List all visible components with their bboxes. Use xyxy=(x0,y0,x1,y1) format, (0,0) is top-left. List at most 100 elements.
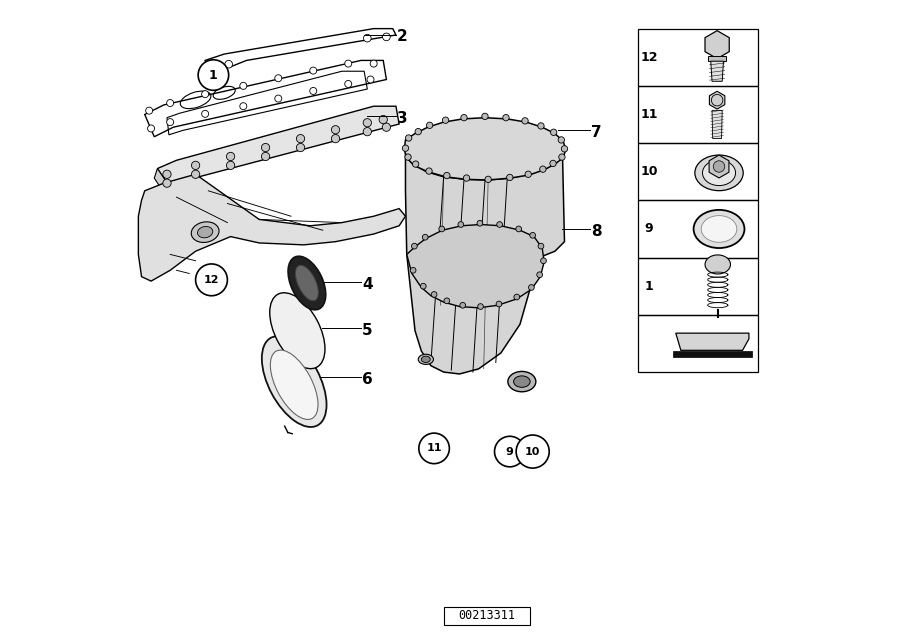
Circle shape xyxy=(411,243,418,249)
Circle shape xyxy=(431,291,437,297)
Circle shape xyxy=(525,171,531,177)
Polygon shape xyxy=(705,31,729,59)
Text: 12: 12 xyxy=(203,275,220,285)
Text: 7: 7 xyxy=(591,125,602,141)
Text: 00213311: 00213311 xyxy=(458,609,515,622)
Ellipse shape xyxy=(270,350,318,420)
Circle shape xyxy=(522,118,528,124)
Circle shape xyxy=(464,175,470,181)
Circle shape xyxy=(482,113,488,120)
Circle shape xyxy=(477,220,482,226)
Circle shape xyxy=(507,174,513,181)
Circle shape xyxy=(439,226,445,232)
Circle shape xyxy=(198,60,229,90)
Polygon shape xyxy=(711,61,724,81)
Circle shape xyxy=(538,243,544,249)
Circle shape xyxy=(461,114,467,121)
Ellipse shape xyxy=(694,210,744,248)
Ellipse shape xyxy=(514,376,530,387)
Circle shape xyxy=(382,33,391,41)
Circle shape xyxy=(494,436,525,467)
Circle shape xyxy=(261,152,270,161)
Circle shape xyxy=(364,118,372,127)
Circle shape xyxy=(516,226,521,232)
Ellipse shape xyxy=(714,161,724,172)
Circle shape xyxy=(478,303,483,309)
Circle shape xyxy=(192,161,200,170)
Circle shape xyxy=(538,123,544,129)
Circle shape xyxy=(496,301,502,307)
Circle shape xyxy=(166,118,174,125)
Text: 1: 1 xyxy=(209,69,218,81)
Bar xyxy=(708,56,726,61)
Polygon shape xyxy=(672,352,752,357)
Circle shape xyxy=(202,111,209,118)
Text: 1: 1 xyxy=(644,280,653,293)
Polygon shape xyxy=(676,333,749,350)
Bar xyxy=(637,86,759,143)
Polygon shape xyxy=(406,149,564,374)
Circle shape xyxy=(274,74,282,81)
Circle shape xyxy=(530,232,536,238)
Circle shape xyxy=(415,128,421,135)
Bar xyxy=(637,143,759,200)
Circle shape xyxy=(310,87,317,94)
Ellipse shape xyxy=(191,222,219,242)
Text: 6: 6 xyxy=(362,372,373,387)
Circle shape xyxy=(406,135,412,141)
Circle shape xyxy=(497,221,502,227)
Circle shape xyxy=(540,166,546,172)
Ellipse shape xyxy=(262,336,327,427)
Circle shape xyxy=(418,433,449,464)
Text: 2: 2 xyxy=(397,29,408,45)
Bar xyxy=(637,200,759,258)
Text: 10: 10 xyxy=(525,446,540,457)
Text: 11: 11 xyxy=(427,443,442,453)
Circle shape xyxy=(163,179,171,188)
Ellipse shape xyxy=(270,293,325,369)
Circle shape xyxy=(444,298,450,303)
Ellipse shape xyxy=(295,265,319,301)
Polygon shape xyxy=(139,174,406,281)
Text: 9: 9 xyxy=(506,446,514,457)
Circle shape xyxy=(412,161,418,167)
Circle shape xyxy=(296,143,305,151)
Bar xyxy=(637,258,759,315)
Circle shape xyxy=(166,99,174,107)
Circle shape xyxy=(239,82,247,90)
Circle shape xyxy=(227,161,235,170)
Circle shape xyxy=(536,272,543,277)
Text: 11: 11 xyxy=(640,108,658,121)
Circle shape xyxy=(444,172,450,179)
Circle shape xyxy=(485,176,491,183)
Circle shape xyxy=(410,267,416,273)
Ellipse shape xyxy=(421,356,430,363)
Ellipse shape xyxy=(418,354,434,364)
Ellipse shape xyxy=(197,226,212,238)
Circle shape xyxy=(422,234,428,240)
Polygon shape xyxy=(158,106,399,188)
Circle shape xyxy=(239,102,247,109)
Polygon shape xyxy=(712,111,722,139)
Circle shape xyxy=(209,61,217,69)
Ellipse shape xyxy=(705,255,731,274)
Text: 3: 3 xyxy=(397,111,408,126)
Circle shape xyxy=(195,264,228,296)
Circle shape xyxy=(331,125,339,134)
Circle shape xyxy=(559,154,565,160)
Circle shape xyxy=(541,258,546,264)
Circle shape xyxy=(192,170,200,178)
Text: 10: 10 xyxy=(640,165,658,178)
Circle shape xyxy=(345,80,352,88)
Circle shape xyxy=(331,134,339,142)
Text: 5: 5 xyxy=(362,322,373,338)
Circle shape xyxy=(382,123,391,132)
Circle shape xyxy=(379,115,387,123)
Ellipse shape xyxy=(695,155,743,191)
Circle shape xyxy=(516,435,549,468)
Bar xyxy=(637,29,759,86)
Circle shape xyxy=(274,95,282,102)
Text: 4: 4 xyxy=(362,277,373,292)
Circle shape xyxy=(528,284,535,290)
Circle shape xyxy=(146,107,153,114)
